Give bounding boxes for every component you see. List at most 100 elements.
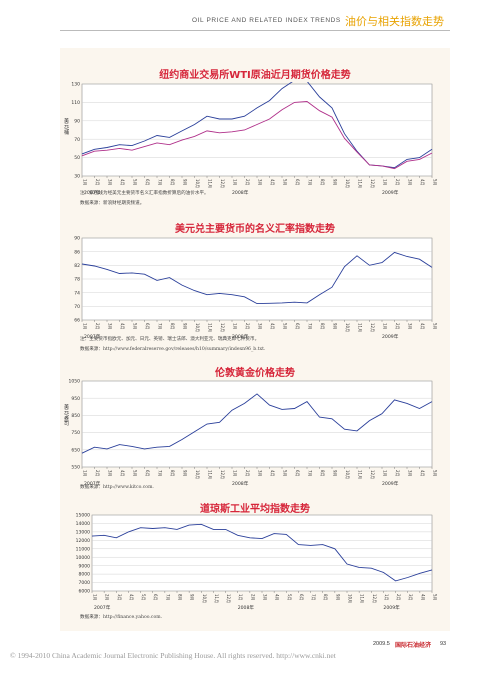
gold-xtick-label: 2月 bbox=[395, 470, 400, 477]
usd-year-label: 2007年 bbox=[84, 333, 101, 340]
gold-xtick-label: 6月 bbox=[145, 470, 150, 477]
wti-xtick-label: 5月 bbox=[283, 179, 288, 186]
wti-series-line-2 bbox=[81, 101, 433, 170]
djia-xtick-label: 11月 bbox=[214, 594, 219, 603]
section-gold: 伦敦黄金价格走势 美元/盎司 1050 950 850 750 650 550 1月 2月 3月… bbox=[60, 364, 450, 504]
wti-year-label: 2008年 bbox=[232, 189, 249, 196]
gold-xtick-label: 4月 bbox=[420, 470, 425, 477]
gold-xtick-label: 9月 bbox=[183, 470, 188, 477]
usd-xtick-label: 4月 bbox=[420, 323, 425, 330]
section-usd: 美元兑主要货币的名义汇率指数走势 90 86 82 78 74 70 66 1月 2月 3月 4月 5… bbox=[60, 220, 450, 370]
wti-xtick-label: 6月 bbox=[145, 179, 150, 186]
usd-xtick-label: 3月 bbox=[258, 323, 263, 330]
source-gold: 数据来源：http://www.kitco.com. bbox=[80, 485, 154, 490]
wti-ytick-label: 110 bbox=[71, 100, 80, 106]
djia-xtick-label: 8月 bbox=[178, 594, 183, 601]
wti-ytick-label: 130 bbox=[71, 82, 80, 88]
gold-ytick-label: 650 bbox=[71, 447, 80, 453]
djia-xtick-label: 3月 bbox=[263, 594, 268, 601]
djia-xtick-label: 7月 bbox=[311, 594, 316, 601]
usd-xtick-label: 11月 bbox=[208, 323, 213, 332]
wti-ytick-label: 70 bbox=[74, 137, 80, 143]
djia-ytick-label: 12000 bbox=[76, 538, 90, 544]
gold-xtick-label: 12月 bbox=[220, 470, 225, 479]
gold-plot-area bbox=[81, 380, 433, 468]
header-title-cn: 油价与相关指数走势 bbox=[345, 15, 444, 28]
gold-xtick-label: 11月 bbox=[208, 470, 213, 479]
gold-xtick-label: 10月 bbox=[345, 470, 350, 479]
gold-year-label: 2007年 bbox=[84, 480, 101, 487]
usd-xtick-label: 12月 bbox=[370, 323, 375, 332]
djia-ytick-label: 10000 bbox=[76, 555, 90, 561]
chart-title-wti: 纽约商业交易所WTI原油近月期货价格走势 bbox=[159, 70, 351, 81]
djia-xtick-label: 4月 bbox=[275, 594, 280, 601]
chart-title-usd: 美元兑主要货币的名义汇率指数走势 bbox=[175, 224, 335, 235]
usd-xtick-label: 2月 bbox=[245, 323, 250, 330]
wti-xtick-label: 9月 bbox=[333, 179, 338, 186]
usd-ytick-label: 82 bbox=[74, 263, 80, 269]
djia-xtick-label: 1月 bbox=[93, 594, 98, 601]
usd-xtick-label: 1月 bbox=[233, 323, 238, 330]
wti-xtick-label: 3月 bbox=[258, 179, 263, 186]
wti-plot-area bbox=[81, 83, 433, 177]
wti-xtick-label: 10月 bbox=[195, 179, 200, 188]
gold-xtick-label: 5月 bbox=[133, 470, 138, 477]
gold-xtick-label: 7月 bbox=[308, 470, 313, 477]
usd-ytick-label: 70 bbox=[74, 304, 80, 310]
usd-xtick-label: 4月 bbox=[270, 323, 275, 330]
djia-year-label: 2008年 bbox=[238, 604, 255, 611]
ylabel-gold: 美元/盎司 bbox=[63, 404, 69, 426]
wti-xtick-label: 1月 bbox=[233, 179, 238, 186]
djia-ytick-label: 14000 bbox=[76, 521, 90, 527]
usd-xtick-label: 6月 bbox=[145, 323, 150, 330]
gold-xtick-label: 6月 bbox=[295, 470, 300, 477]
gold-xtick-label: 4月 bbox=[120, 470, 125, 477]
djia-xtick-label: 3月 bbox=[408, 594, 413, 601]
usd-xtick-label: 1月 bbox=[83, 323, 88, 330]
wti-ytick-label: 50 bbox=[74, 155, 80, 161]
usd-year-label: 2009年 bbox=[382, 333, 399, 340]
gold-year-label: 2009年 bbox=[382, 480, 399, 487]
wti-xtick-label: 3月 bbox=[408, 179, 413, 186]
djia-xtick-label: 9月 bbox=[335, 594, 340, 601]
wti-xtick-label: 4月 bbox=[120, 179, 125, 186]
copyright-notice: © 1994-2010 China Academic Journal Elect… bbox=[10, 651, 336, 660]
usd-xtick-label: 1月 bbox=[383, 323, 388, 330]
djia-xtick-label: 11月 bbox=[360, 594, 365, 603]
usd-xtick-label: 12月 bbox=[220, 323, 225, 332]
djia-xtick-label: 2月 bbox=[396, 594, 401, 601]
header-title-en: OIL PRICE AND RELATED INDEX TRENDS bbox=[192, 17, 341, 24]
usd-xtick-label: 2月 bbox=[395, 323, 400, 330]
source-wti: 数据来源：新浪财经期货频道。 bbox=[80, 201, 145, 206]
wti-xtick-label: 4月 bbox=[420, 179, 425, 186]
gold-xtick-label: 5月 bbox=[283, 470, 288, 477]
usd-xtick-label: 5月 bbox=[133, 323, 138, 330]
djia-xtick-label: 6月 bbox=[153, 594, 158, 601]
wti-ytick-label: 30 bbox=[74, 174, 80, 180]
gold-xtick-label: 7月 bbox=[158, 470, 163, 477]
wti-xtick-label: 7月 bbox=[158, 179, 163, 186]
gold-ytick-label: 550 bbox=[71, 465, 80, 471]
wti-xtick-label: 8月 bbox=[170, 179, 175, 186]
wti-xtick-label: 2月 bbox=[245, 179, 250, 186]
gold-xtick-label: 3月 bbox=[108, 470, 113, 477]
usd-series-line-1 bbox=[81, 251, 433, 305]
wti-xtick-label: 11月 bbox=[358, 179, 363, 188]
djia-year-label: 2009年 bbox=[383, 604, 400, 611]
header-divider bbox=[60, 30, 450, 31]
gold-xtick-label: 8月 bbox=[170, 470, 175, 477]
footer-magazine: 国际石油经济 bbox=[395, 642, 432, 649]
wti-xtick-label: 8月 bbox=[320, 179, 325, 186]
usd-xtick-label: 9月 bbox=[333, 323, 338, 330]
wti-year-label: 2009年 bbox=[382, 189, 399, 196]
usd-xtick-label: 8月 bbox=[320, 323, 325, 330]
djia-xtick-label: 5月 bbox=[141, 594, 146, 601]
usd-xtick-label: 7月 bbox=[158, 323, 163, 330]
wti-xtick-label: 2月 bbox=[395, 179, 400, 186]
gold-xtick-label: 12月 bbox=[370, 470, 375, 479]
djia-xtick-label: 4月 bbox=[129, 594, 134, 601]
djia-xtick-label: 9月 bbox=[190, 594, 195, 601]
djia-ytick-label: 15000 bbox=[76, 513, 90, 519]
